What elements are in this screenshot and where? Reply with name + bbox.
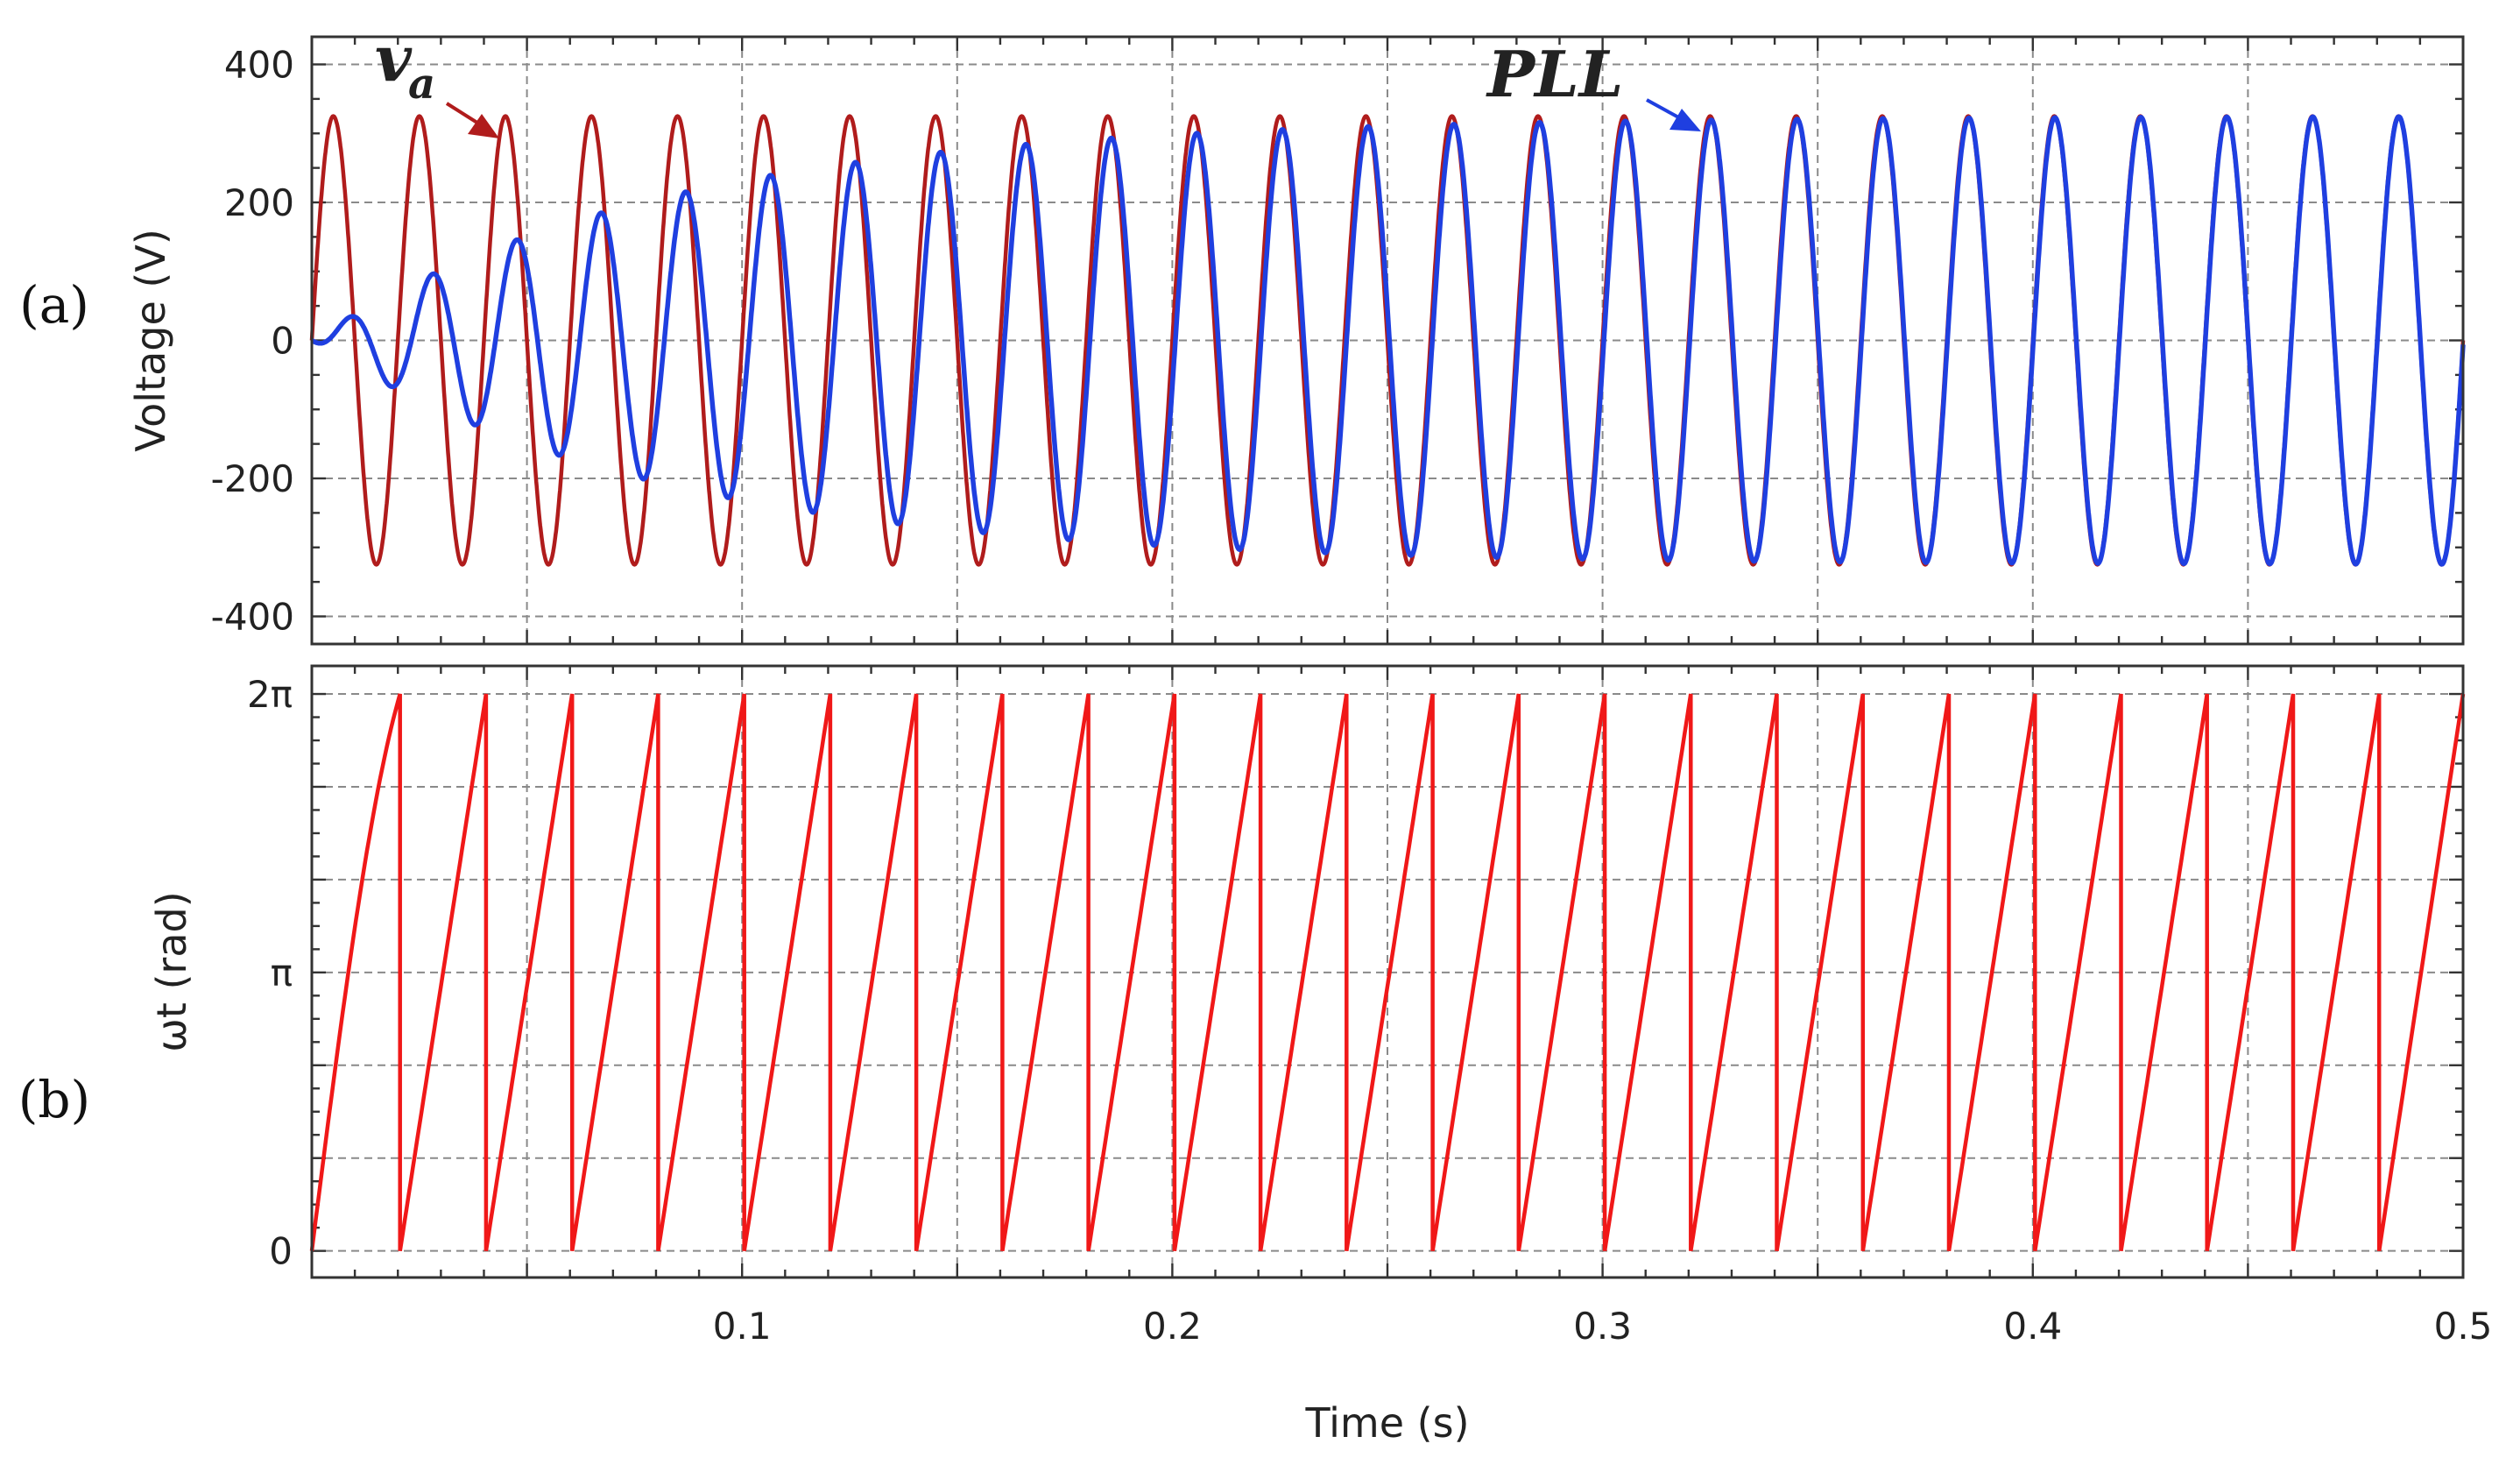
series-pll-line xyxy=(310,114,2466,567)
panel-b-phase-angle: 0 π 2π 0.1 0.2 0.3 0.4 0.5 ωt (rad) Time (s) (… xyxy=(18,664,2493,1447)
panel-b-y-axis-label: ωt (rad) xyxy=(148,891,195,1051)
panel-b-label: (b) xyxy=(18,1070,90,1129)
panel-a-voltage: -400 -200 0 200 400 Voltage (V) (a) va PLL xyxy=(19,21,2466,646)
x-axis-label: Time (s) xyxy=(1304,1399,1469,1447)
x-tick-label: 0.3 xyxy=(1573,1305,1632,1348)
x-tick-label: 0.2 xyxy=(1143,1305,1202,1348)
panel-a-y-tick-labels: -400 -200 0 200 400 xyxy=(211,44,294,639)
x-tick-label: 0.4 xyxy=(2003,1305,2062,1348)
panel-b-grid xyxy=(312,666,2463,1277)
y-tick-label: 2π xyxy=(247,673,293,716)
panel-b-frame xyxy=(310,664,2465,1279)
panel-a-frame xyxy=(310,35,2465,646)
y-tick-label: π xyxy=(271,952,293,994)
annotation-pll-arrowhead xyxy=(1669,109,1701,131)
panel-a-label: (a) xyxy=(19,275,89,335)
series-wt-sawtooth xyxy=(309,693,2466,1252)
annotation-va-arrowhead xyxy=(468,114,499,138)
panel-b-series xyxy=(309,693,2466,1252)
x-tick-label: 0.1 xyxy=(713,1305,772,1348)
y-tick-label: 400 xyxy=(224,44,294,87)
y-tick-label: 0 xyxy=(271,320,294,363)
panel-b-x-tick-labels: 0.1 0.2 0.3 0.4 0.5 xyxy=(713,1305,2493,1348)
panel-b-y-tick-labels: 0 π 2π xyxy=(247,673,293,1273)
panel-a-series xyxy=(309,114,2466,567)
y-tick-label: -400 xyxy=(211,596,294,639)
annotation-va-subscript: a xyxy=(408,60,435,109)
y-tick-label: 0 xyxy=(269,1230,293,1273)
panel-a-y-axis-label: Voltage (V) xyxy=(127,229,174,452)
annotation-pll-arrow-shaft xyxy=(1646,98,1683,121)
x-tick-label: 0.5 xyxy=(2434,1305,2493,1348)
annotation-va-label: v xyxy=(375,21,413,96)
y-tick-label: 200 xyxy=(224,181,294,224)
annotation-pll-label: PLL xyxy=(1486,37,1623,111)
panel-a-annotations: va PLL xyxy=(375,21,1701,138)
annotation-va-arrow-shaft xyxy=(445,102,482,126)
y-tick-label: -200 xyxy=(211,457,294,500)
